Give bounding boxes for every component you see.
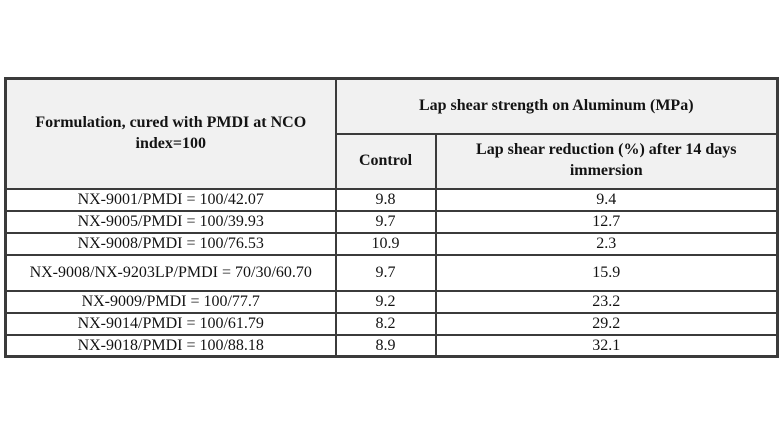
header-row-columns: Control Lap shear reduction (%) after 14… — [6, 132, 779, 190]
formulation-value: NX-9005/PMDI = 100/39.93 — [77, 212, 264, 230]
reduction-header-label: Lap shear reduction (%) after 14 days im… — [476, 141, 737, 179]
control-cell: 9.2 — [334, 289, 437, 314]
reduction-cell: 12.7 — [434, 209, 779, 234]
table-row: NX-9014/PMDI = 100/61.79 8.2 29.2 — [4, 311, 779, 336]
reduction-cell: 29.2 — [434, 311, 779, 336]
control-header-label: Control — [358, 151, 413, 169]
formulation-cell: NX-9005/PMDI = 100/39.93 — [4, 209, 337, 234]
formulation-value: NX-9008/PMDI = 100/76.53 — [77, 234, 264, 252]
reduction-cell: 32.1 — [434, 333, 779, 358]
table-row: NX-9018/PMDI = 100/88.18 8.9 32.1 — [4, 333, 779, 358]
group-header-cell: Lap shear strength on Aluminum (MPa) — [334, 77, 779, 135]
group-header-label: Lap shear strength on Aluminum (MPa) — [418, 96, 694, 114]
formulation-value: NX-9009/PMDI = 100/77.7 — [81, 292, 260, 310]
table-row: NX-9005/PMDI = 100/39.93 9.7 12.7 — [4, 209, 779, 234]
formulation-header-cell: Formulation, cured with PMDI at NCO inde… — [4, 77, 337, 190]
formulation-value: NX-9008/NX-9203LP/PMDI = 70/30/60.70 — [29, 263, 312, 281]
reduction-cell: 15.9 — [434, 253, 779, 292]
formulation-value: NX-9018/PMDI = 100/88.18 — [77, 336, 264, 354]
formulation-cell: NX-9014/PMDI = 100/61.79 — [4, 311, 337, 336]
control-cell: 10.9 — [334, 231, 437, 256]
control-cell: 9.7 — [334, 253, 437, 292]
formulation-cell: NX-9008/PMDI = 100/76.53 — [4, 231, 337, 256]
formulation-cell: NX-9018/PMDI = 100/88.18 — [4, 333, 337, 358]
formulation-cell: NX-9008/NX-9203LP/PMDI = 70/30/60.70 — [4, 253, 337, 292]
control-header-cell: Control — [334, 132, 437, 190]
header-row-group: Formulation, cured with PMDI at NCO inde… — [4, 77, 779, 190]
lap-shear-table: Formulation, cured with PMDI at NCO inde… — [4, 77, 780, 359]
formulation-cell: NX-9001/PMDI = 100/42.07 — [4, 187, 337, 212]
formulation-header-label: Formulation, cured with PMDI at NCO inde… — [35, 113, 307, 152]
formulation-cell: NX-9009/PMDI = 100/77.7 — [4, 289, 337, 314]
formulation-value: NX-9001/PMDI = 100/42.07 — [77, 190, 264, 208]
reduction-cell: 2.3 — [434, 231, 779, 256]
formulation-value: NX-9014/PMDI = 100/61.79 — [77, 314, 264, 332]
control-cell: 8.9 — [334, 333, 437, 358]
reduction-cell: 9.4 — [434, 187, 779, 212]
control-cell: 8.2 — [334, 311, 437, 336]
table-row: NX-9001/PMDI = 100/42.07 9.8 9.4 — [4, 187, 779, 212]
table-row: NX-9008/PMDI = 100/76.53 10.9 2.3 — [4, 231, 779, 256]
reduction-cell: 23.2 — [434, 289, 779, 314]
table-row: NX-9008/NX-9203LP/PMDI = 70/30/60.70 9.7… — [4, 253, 779, 292]
control-cell: 9.7 — [334, 209, 437, 234]
reduction-header-cell: Lap shear reduction (%) after 14 days im… — [434, 132, 779, 190]
control-cell: 9.8 — [334, 187, 437, 212]
table-row: NX-9009/PMDI = 100/77.7 9.2 23.2 — [4, 289, 779, 314]
